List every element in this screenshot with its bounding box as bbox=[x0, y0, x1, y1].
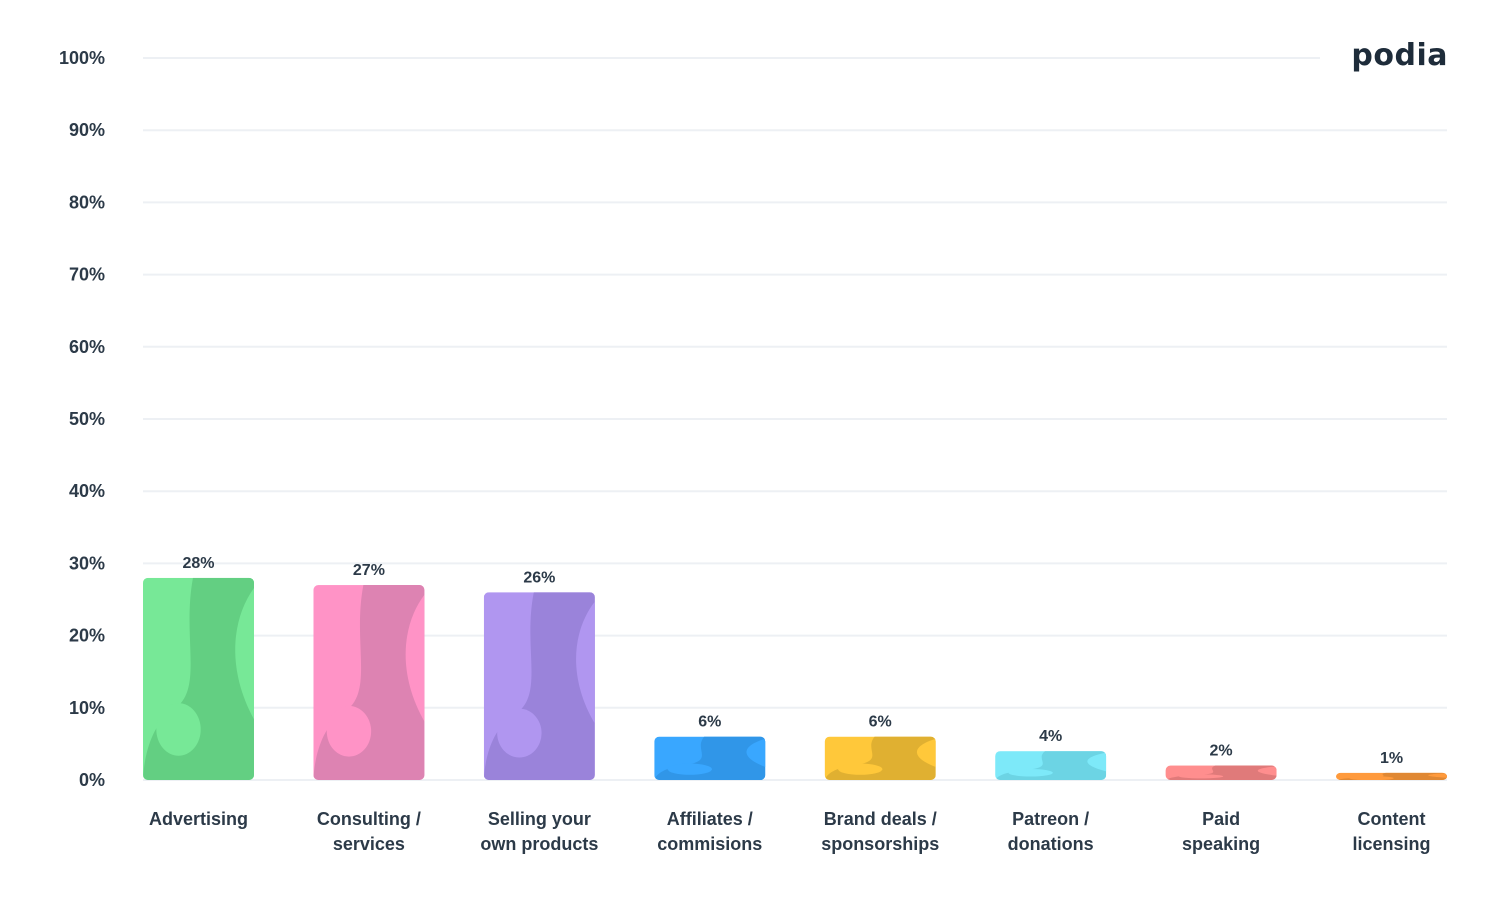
category-label: commisions bbox=[657, 834, 762, 854]
bar-pattern bbox=[405, 594, 425, 722]
y-tick-label: 0% bbox=[79, 770, 105, 790]
category-label: Consulting / bbox=[317, 809, 421, 829]
data-label: 28% bbox=[182, 555, 214, 572]
bar-pattern bbox=[326, 705, 372, 757]
bar-pattern bbox=[746, 738, 766, 768]
data-label: 1% bbox=[1380, 750, 1403, 767]
y-tick-label: 80% bbox=[69, 192, 105, 212]
bar-pattern bbox=[1349, 776, 1394, 781]
x-axis-categories: Advertising Consulting / services Selling y… bbox=[149, 809, 1431, 854]
data-label: 6% bbox=[869, 714, 892, 731]
bar-pattern bbox=[156, 703, 201, 756]
bar-pattern bbox=[497, 708, 542, 758]
y-tick-label: 10% bbox=[69, 698, 105, 718]
category-label: donations bbox=[1008, 834, 1094, 854]
category-label: Affiliates / bbox=[667, 809, 753, 829]
y-tick-label: 100% bbox=[59, 48, 105, 68]
bar bbox=[1336, 772, 1447, 781]
data-label: 26% bbox=[523, 569, 555, 586]
bar-pattern bbox=[1008, 769, 1053, 777]
category-label: own products bbox=[480, 834, 598, 854]
category-label: services bbox=[333, 834, 405, 854]
category-label: Content bbox=[1358, 809, 1426, 829]
y-tick-label: 50% bbox=[69, 409, 105, 429]
y-tick-label: 70% bbox=[69, 265, 105, 285]
bar bbox=[824, 736, 936, 780]
data-label: 2% bbox=[1210, 743, 1233, 760]
y-tick-label: 30% bbox=[69, 553, 105, 573]
y-tick-label: 40% bbox=[69, 481, 105, 501]
bar bbox=[654, 736, 766, 780]
category-label: Selling your bbox=[488, 809, 591, 829]
y-tick-label: 20% bbox=[69, 626, 105, 646]
bar-pattern bbox=[235, 587, 254, 720]
bar-pattern bbox=[1257, 766, 1277, 776]
category-label: sponsorships bbox=[821, 834, 939, 854]
category-label: Advertising bbox=[149, 809, 248, 829]
y-tick-label: 60% bbox=[69, 337, 105, 357]
bar bbox=[143, 577, 254, 781]
bars bbox=[143, 577, 1447, 781]
data-label: 4% bbox=[1039, 728, 1062, 745]
bar-pattern bbox=[916, 738, 936, 768]
bar-pattern bbox=[576, 601, 595, 724]
bar bbox=[1165, 765, 1277, 780]
bar bbox=[313, 585, 425, 780]
bar-pattern bbox=[1087, 752, 1107, 772]
bar-pattern bbox=[838, 763, 883, 775]
bar bbox=[483, 592, 595, 781]
y-axis-ticks: 0% 10% 20% 30% 40% 50% 60% 70% 80% 90% 100% bbox=[59, 48, 105, 790]
category-label: Paid bbox=[1202, 809, 1240, 829]
data-label: 27% bbox=[353, 562, 385, 579]
data-label: 6% bbox=[698, 714, 721, 731]
podia-logo: podia bbox=[1351, 38, 1448, 73]
category-label: Patreon / bbox=[1012, 809, 1089, 829]
data-labels: 28% 27% 26% 6% 6% 4% 2% 1% bbox=[182, 555, 1403, 767]
category-label: Brand deals / bbox=[824, 809, 937, 829]
bar-pattern bbox=[1428, 773, 1447, 778]
category-label: licensing bbox=[1352, 834, 1430, 854]
bar bbox=[995, 751, 1107, 780]
bar-pattern bbox=[1178, 774, 1224, 779]
y-tick-label: 90% bbox=[69, 120, 105, 140]
bar-pattern bbox=[667, 763, 713, 775]
category-label: speaking bbox=[1182, 834, 1260, 854]
